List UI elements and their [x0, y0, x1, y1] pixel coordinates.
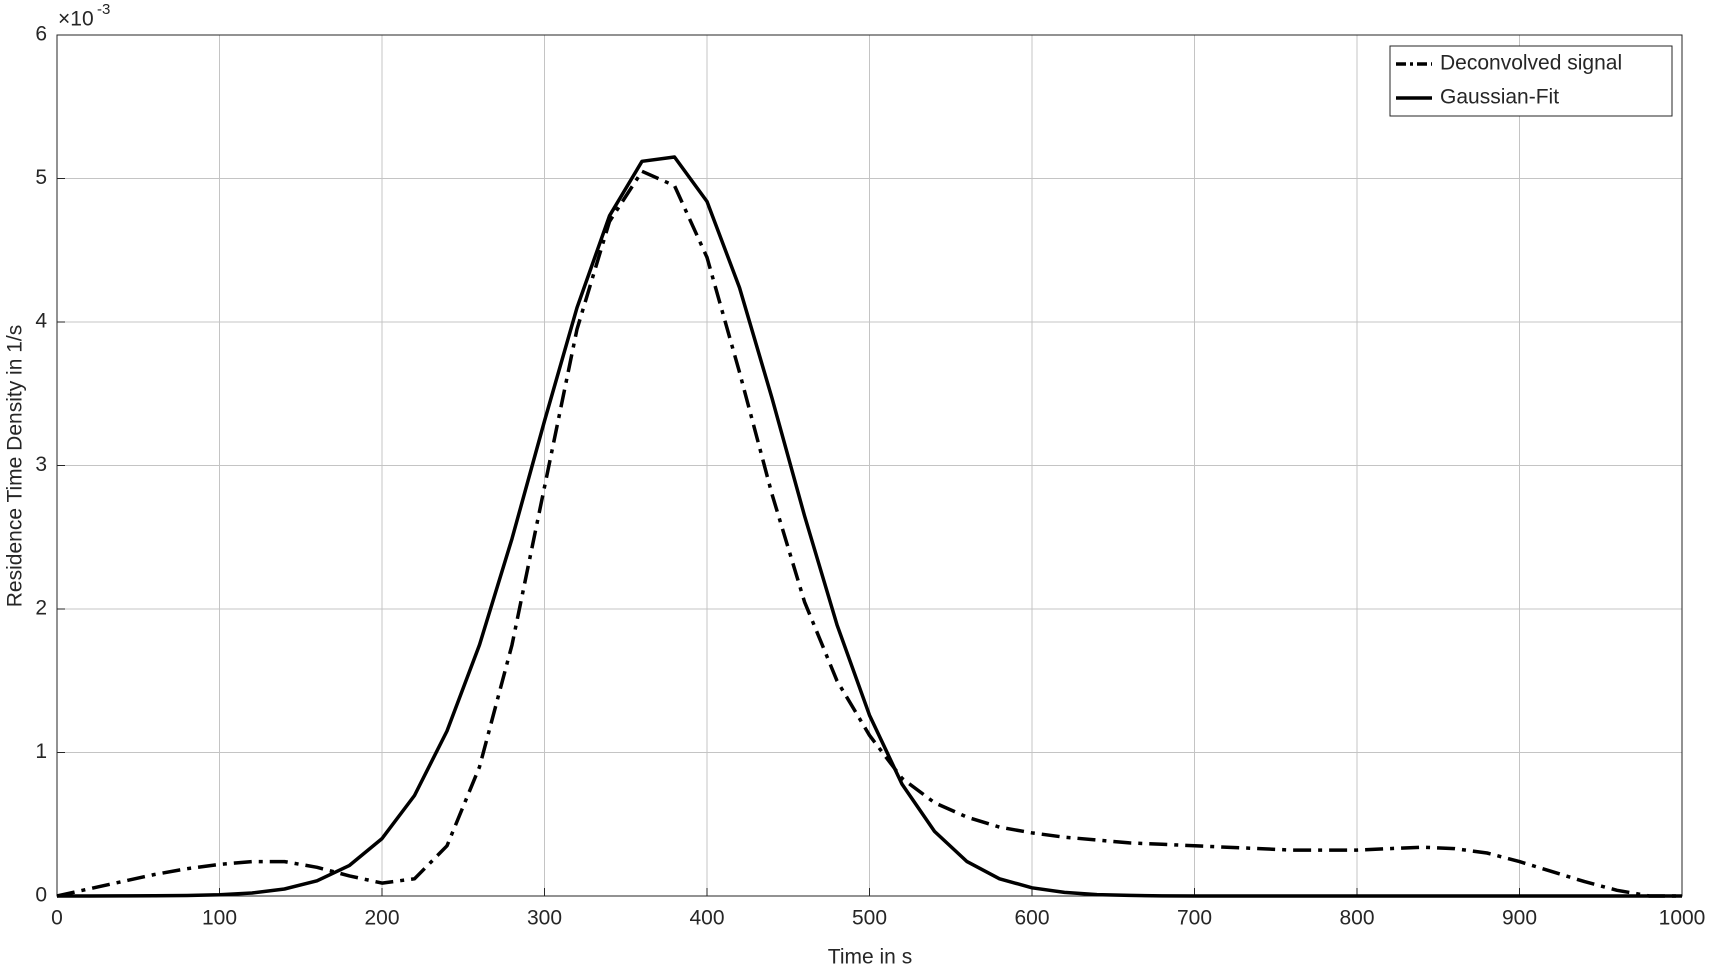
legend-label: Deconvolved signal [1440, 52, 1622, 75]
x-tick-label: 700 [1177, 907, 1212, 930]
plot-frame [56, 34, 1683, 897]
y-tick-label: 3 [35, 453, 47, 476]
x-tick-label: 400 [689, 907, 724, 930]
y-exponent-base: ×10 [58, 8, 94, 31]
x-tick-label: 1000 [1659, 907, 1706, 930]
y-tick-label: 1 [35, 740, 47, 763]
y-tick-label: 2 [35, 597, 47, 620]
x-tick-label: 200 [364, 907, 399, 930]
x-tick-label: 600 [1014, 907, 1049, 930]
x-tick-label: 500 [852, 907, 887, 930]
legend-label: Gaussian-Fit [1440, 86, 1559, 109]
y-tick-label: 0 [35, 884, 47, 907]
y-tick-label: 5 [35, 166, 47, 189]
data-line [57, 155, 1682, 898]
y-tick-label: 4 [35, 310, 47, 333]
data-line [56, 169, 1682, 898]
x-tick-label: 900 [1502, 907, 1537, 930]
legend-box [1389, 45, 1673, 117]
x-tick-label: 100 [202, 907, 237, 930]
x-tick-label: 300 [527, 907, 562, 930]
y-exponent-power: -3 [97, 1, 110, 18]
y-axis-label: Residence Time Density in 1/s [4, 325, 27, 607]
y-tick-label: 6 [35, 23, 47, 46]
x-axis-label: Time in s [828, 946, 912, 969]
x-tick-label: 0 [51, 907, 63, 930]
x-tick-label: 800 [1339, 907, 1374, 930]
